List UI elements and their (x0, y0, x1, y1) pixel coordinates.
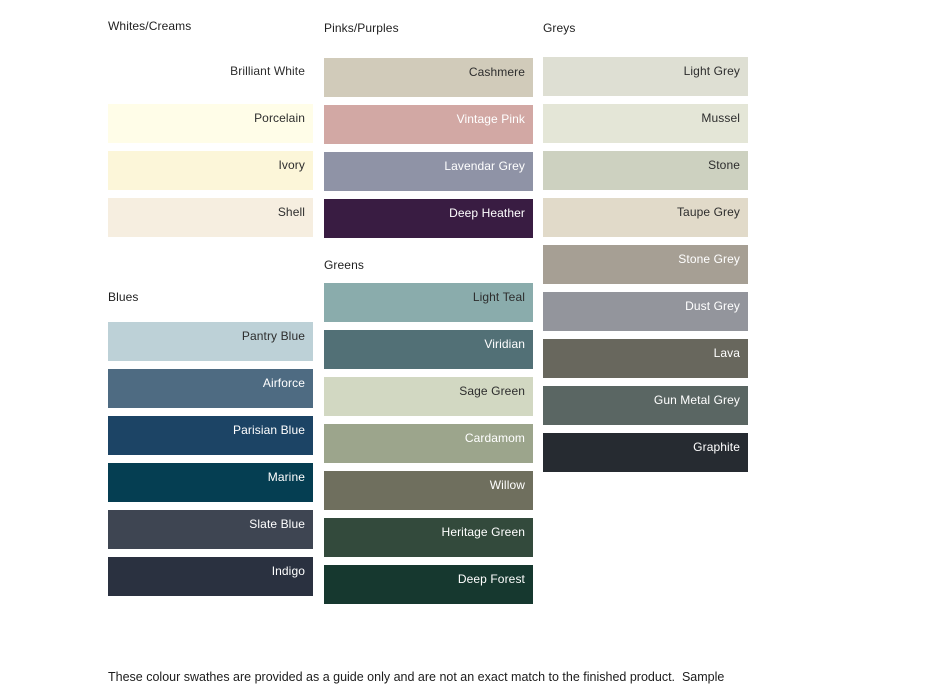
swatch-lava: Lava (543, 339, 748, 378)
swatch-group-pinks-purples: Cashmere Vintage Pink Lavendar Grey Deep… (324, 58, 533, 238)
swatch-label: Lavendar Grey (444, 159, 525, 173)
swatch-lavendar-grey: Lavendar Grey (324, 152, 533, 191)
swatch-group-whites-creams: Brilliant White Porcelain Ivory Shell (108, 57, 313, 237)
swatch-deep-forest: Deep Forest (324, 565, 533, 604)
swatch-label: Ivory (278, 158, 305, 172)
swatch-label: Porcelain (254, 111, 305, 125)
swatch-graphite: Graphite (543, 433, 748, 472)
swatch-label: Light Grey (683, 64, 740, 78)
swatch-label: Dust Grey (685, 299, 740, 313)
swatch-sage-green: Sage Green (324, 377, 533, 416)
group-title-blues: Blues (108, 290, 139, 304)
swatch-label: Slate Blue (249, 517, 305, 531)
swatch-label: Taupe Grey (676, 205, 740, 219)
swatch-label: Parisian Blue (232, 423, 305, 437)
swatch-label: Pantry Blue (241, 329, 305, 343)
swatch-label: Light Teal (472, 290, 525, 304)
swatch-group-greys: Light Grey Mussel Stone Taupe Grey Stone… (543, 57, 748, 472)
swatch-dust-grey: Dust Grey (543, 292, 748, 331)
swatch-shell: Shell (108, 198, 313, 237)
swatch-cardamom: Cardamom (324, 424, 533, 463)
swatch-label: Indigo (271, 564, 305, 578)
swatch-group-greens: Light Teal Viridian Sage Green Cardamom … (324, 283, 533, 604)
swatch-label: Shell (277, 205, 305, 219)
swatch-brilliant-white: Brilliant White (108, 57, 313, 96)
swatch-pantry-blue: Pantry Blue (108, 322, 313, 361)
swatch-label: Stone Grey (678, 252, 740, 266)
swatch-slate-blue: Slate Blue (108, 510, 313, 549)
column-greys: Greys Light Grey Mussel Stone Taupe Grey… (543, 0, 748, 700)
swatch-cashmere: Cashmere (324, 58, 533, 97)
swatch-label: Stone (708, 158, 740, 172)
group-title-greens: Greens (324, 258, 364, 272)
swatch-indigo: Indigo (108, 557, 313, 596)
disclaimer-line-1: These colour swathes are provided as a g… (108, 670, 725, 684)
swatch-stone-grey: Stone Grey (543, 245, 748, 284)
swatch-label: Deep Heather (449, 206, 525, 220)
swatch-marine: Marine (108, 463, 313, 502)
swatch-label: Airforce (262, 376, 305, 390)
group-title-pinks-purples: Pinks/Purples (324, 21, 399, 35)
swatch-label: Cardamom (464, 431, 525, 445)
swatch-group-blues: Pantry Blue Airforce Parisian Blue Marin… (108, 322, 313, 596)
swatch-heritage-green: Heritage Green (324, 518, 533, 557)
swatch-ivory: Ivory (108, 151, 313, 190)
swatch-label: Graphite (693, 440, 740, 454)
swatch-label: Willow (489, 478, 525, 492)
swatch-light-grey: Light Grey (543, 57, 748, 96)
column-whites-blues: Whites/Creams Brilliant White Porcelain … (108, 0, 313, 700)
swatch-label: Marine (267, 470, 305, 484)
swatch-label: Gun Metal Grey (653, 393, 740, 407)
group-title-greys: Greys (543, 21, 576, 35)
swatch-stone: Stone (543, 151, 748, 190)
swatch-deep-heather: Deep Heather (324, 199, 533, 238)
swatch-porcelain: Porcelain (108, 104, 313, 143)
swatch-willow: Willow (324, 471, 533, 510)
swatch-label: Mussel (701, 111, 740, 125)
swatch-light-teal: Light Teal (324, 283, 533, 322)
swatch-vintage-pink: Vintage Pink (324, 105, 533, 144)
swatch-mussel: Mussel (543, 104, 748, 143)
swatch-label: Sage Green (459, 384, 525, 398)
swatch-label: Vintage Pink (456, 112, 525, 126)
swatch-label: Heritage Green (441, 525, 525, 539)
swatch-viridian: Viridian (324, 330, 533, 369)
swatch-label: Brilliant White (230, 64, 305, 78)
swatch-label: Viridian (484, 337, 525, 351)
swatch-gun-metal-grey: Gun Metal Grey (543, 386, 748, 425)
swatch-label: Deep Forest (457, 572, 525, 586)
swatch-airforce: Airforce (108, 369, 313, 408)
swatch-label: Lava (713, 346, 740, 360)
disclaimer-text: These colour swathes are provided as a g… (108, 639, 788, 700)
column-pinks-greens: Pinks/Purples Cashmere Vintage Pink Lave… (324, 0, 533, 700)
swatch-parisian-blue: Parisian Blue (108, 416, 313, 455)
swatch-taupe-grey: Taupe Grey (543, 198, 748, 237)
swatch-label: Cashmere (468, 65, 525, 79)
group-title-whites-creams: Whites/Creams (108, 19, 192, 33)
